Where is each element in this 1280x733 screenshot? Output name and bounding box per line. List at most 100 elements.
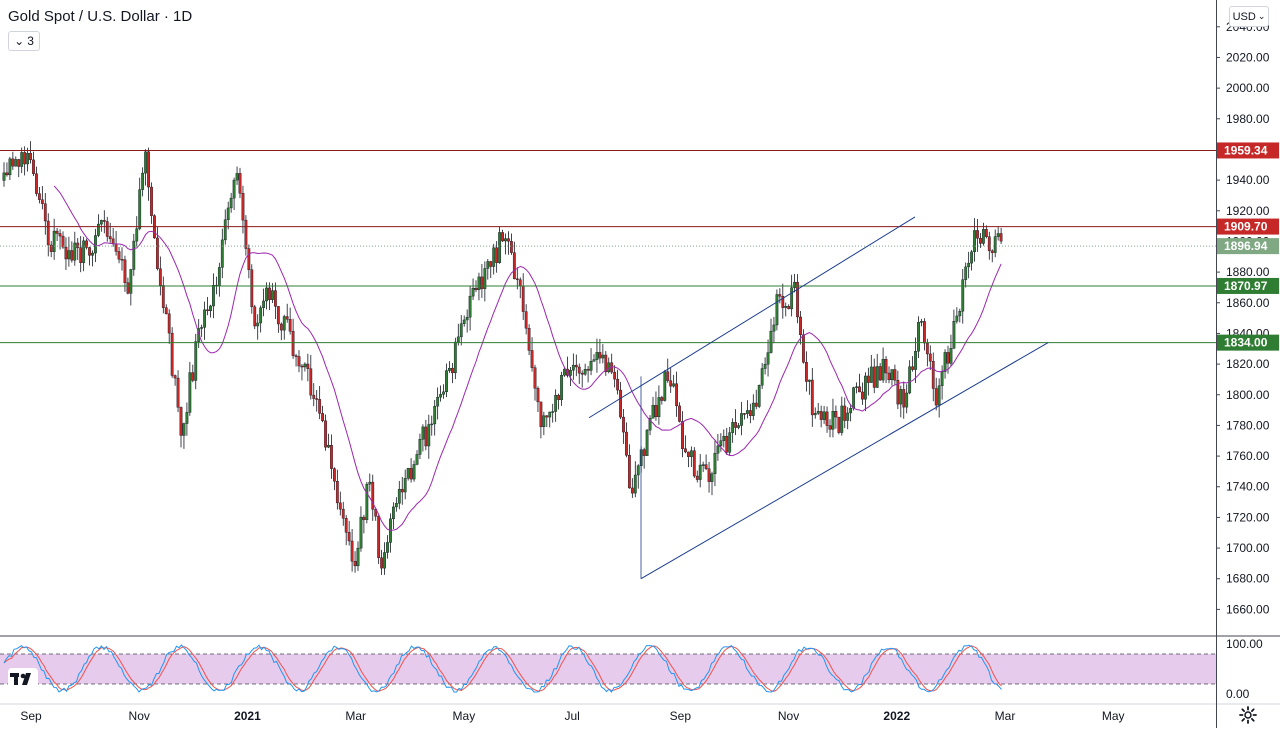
candle <box>984 225 988 239</box>
candle-body <box>94 235 97 254</box>
candle-body <box>716 445 720 454</box>
candle <box>309 354 313 400</box>
candle-body <box>226 207 230 220</box>
candle <box>551 403 555 423</box>
candle <box>810 368 814 427</box>
candles <box>2 141 1003 576</box>
level-label-box <box>1217 218 1279 235</box>
candle <box>648 415 652 436</box>
candle-body <box>418 439 422 455</box>
candle-body <box>563 368 566 376</box>
candle <box>250 264 254 314</box>
candle <box>150 182 153 224</box>
candle-body <box>554 394 558 412</box>
candle <box>902 381 906 419</box>
candle <box>828 419 832 438</box>
candle-body <box>377 516 381 558</box>
candle-body <box>330 445 333 469</box>
candle-body <box>73 242 77 261</box>
candle-body <box>875 366 879 388</box>
candle-body <box>117 251 121 260</box>
candle <box>96 214 100 238</box>
candle-body <box>212 284 215 307</box>
candle-body <box>589 361 593 371</box>
candle-body <box>864 375 867 400</box>
candle <box>613 365 617 388</box>
candle <box>486 258 490 280</box>
currency-select[interactable]: USD ⌄ <box>1229 6 1269 27</box>
candle-body <box>52 230 56 252</box>
candle-body <box>672 383 676 387</box>
candle <box>586 366 590 383</box>
candle <box>760 362 764 389</box>
candle-body <box>958 311 962 317</box>
candle-body <box>613 371 617 380</box>
candle-body <box>512 252 516 280</box>
indicator-toggle-button[interactable]: ⌄ 3 <box>8 31 40 51</box>
candle <box>701 461 705 473</box>
candle-body <box>191 372 195 381</box>
candle-body <box>574 364 578 368</box>
candle <box>970 249 974 271</box>
price-tick-label: 1760.00 <box>1226 449 1270 463</box>
candle-body <box>327 445 330 448</box>
candle <box>459 315 463 346</box>
candle-body <box>200 327 204 329</box>
symbol-title: Gold Spot / U.S. Dollar · 1D <box>8 8 193 25</box>
candle-body <box>247 248 251 270</box>
candle-body <box>914 351 917 370</box>
candle <box>569 366 572 387</box>
candle-body <box>872 366 876 388</box>
candle <box>85 238 89 250</box>
candle-body <box>229 197 233 209</box>
candle <box>533 364 537 401</box>
candle-body <box>35 173 38 194</box>
candle <box>380 549 383 576</box>
candle-body <box>539 401 543 428</box>
candle <box>35 166 38 197</box>
price-tick-label: 1940.00 <box>1226 173 1270 187</box>
oscillator-tick-label: 100.00 <box>1226 637 1263 651</box>
candle <box>383 542 386 575</box>
candle-body <box>542 415 546 428</box>
candle <box>905 384 909 414</box>
candle-body <box>577 366 581 374</box>
candle <box>716 434 720 461</box>
candle-body <box>217 267 221 287</box>
candle <box>132 233 136 276</box>
candle-body <box>315 398 319 400</box>
candle-body <box>925 342 929 355</box>
candle-body <box>501 232 504 242</box>
candle <box>920 318 923 327</box>
candle <box>813 407 817 419</box>
candle <box>362 514 366 534</box>
candle-body <box>545 415 549 418</box>
candle-body <box>669 380 673 387</box>
candle <box>436 387 440 420</box>
candle <box>241 185 245 234</box>
candle <box>371 474 375 521</box>
candle-body <box>197 328 201 342</box>
candle-body <box>905 392 909 408</box>
candle <box>229 192 233 213</box>
candle <box>209 304 212 318</box>
candle <box>368 473 372 492</box>
price-tick-label: 1920.00 <box>1226 204 1270 218</box>
candle <box>5 162 9 177</box>
candle <box>46 213 50 257</box>
tradingview-logo-icon[interactable] <box>8 668 38 690</box>
candle <box>495 241 499 273</box>
candle-body <box>8 158 12 176</box>
candle-body <box>406 468 410 479</box>
candle <box>834 405 838 429</box>
candle-body <box>262 300 265 309</box>
candle <box>825 406 829 433</box>
gear-icon[interactable] <box>1238 705 1258 725</box>
candle <box>448 361 451 373</box>
candle <box>176 370 180 413</box>
candle <box>790 274 794 317</box>
candle <box>394 497 398 512</box>
candle <box>908 360 912 395</box>
